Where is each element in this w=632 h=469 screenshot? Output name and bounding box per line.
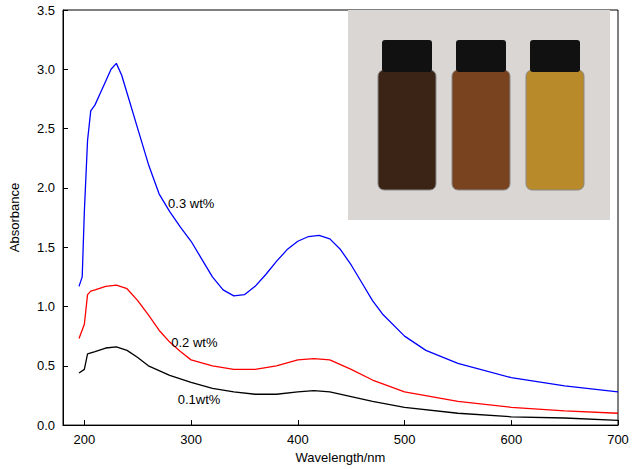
svg-text:0.5: 0.5	[37, 358, 55, 373]
svg-text:600: 600	[500, 432, 522, 447]
svg-text:400: 400	[287, 432, 309, 447]
svg-text:300: 300	[180, 432, 202, 447]
svg-text:3.5: 3.5	[37, 3, 55, 18]
svg-text:0.3 wt%: 0.3 wt%	[168, 196, 215, 211]
svg-text:Wavelength/nm: Wavelength/nm	[296, 450, 386, 465]
svg-text:0.2 wt%: 0.2 wt%	[171, 335, 218, 350]
svg-text:3.0: 3.0	[37, 62, 55, 77]
svg-text:1.0: 1.0	[37, 299, 55, 314]
svg-text:0.1wt%: 0.1wt%	[178, 392, 221, 407]
svg-text:200: 200	[73, 432, 95, 447]
svg-text:2.0: 2.0	[37, 180, 55, 195]
svg-text:Absorbance: Absorbance	[7, 183, 22, 252]
svg-text:0.0: 0.0	[37, 418, 55, 433]
svg-text:1.5: 1.5	[37, 240, 55, 255]
svg-text:2.5: 2.5	[37, 121, 55, 136]
svg-text:700: 700	[607, 432, 629, 447]
svg-text:500: 500	[394, 432, 416, 447]
